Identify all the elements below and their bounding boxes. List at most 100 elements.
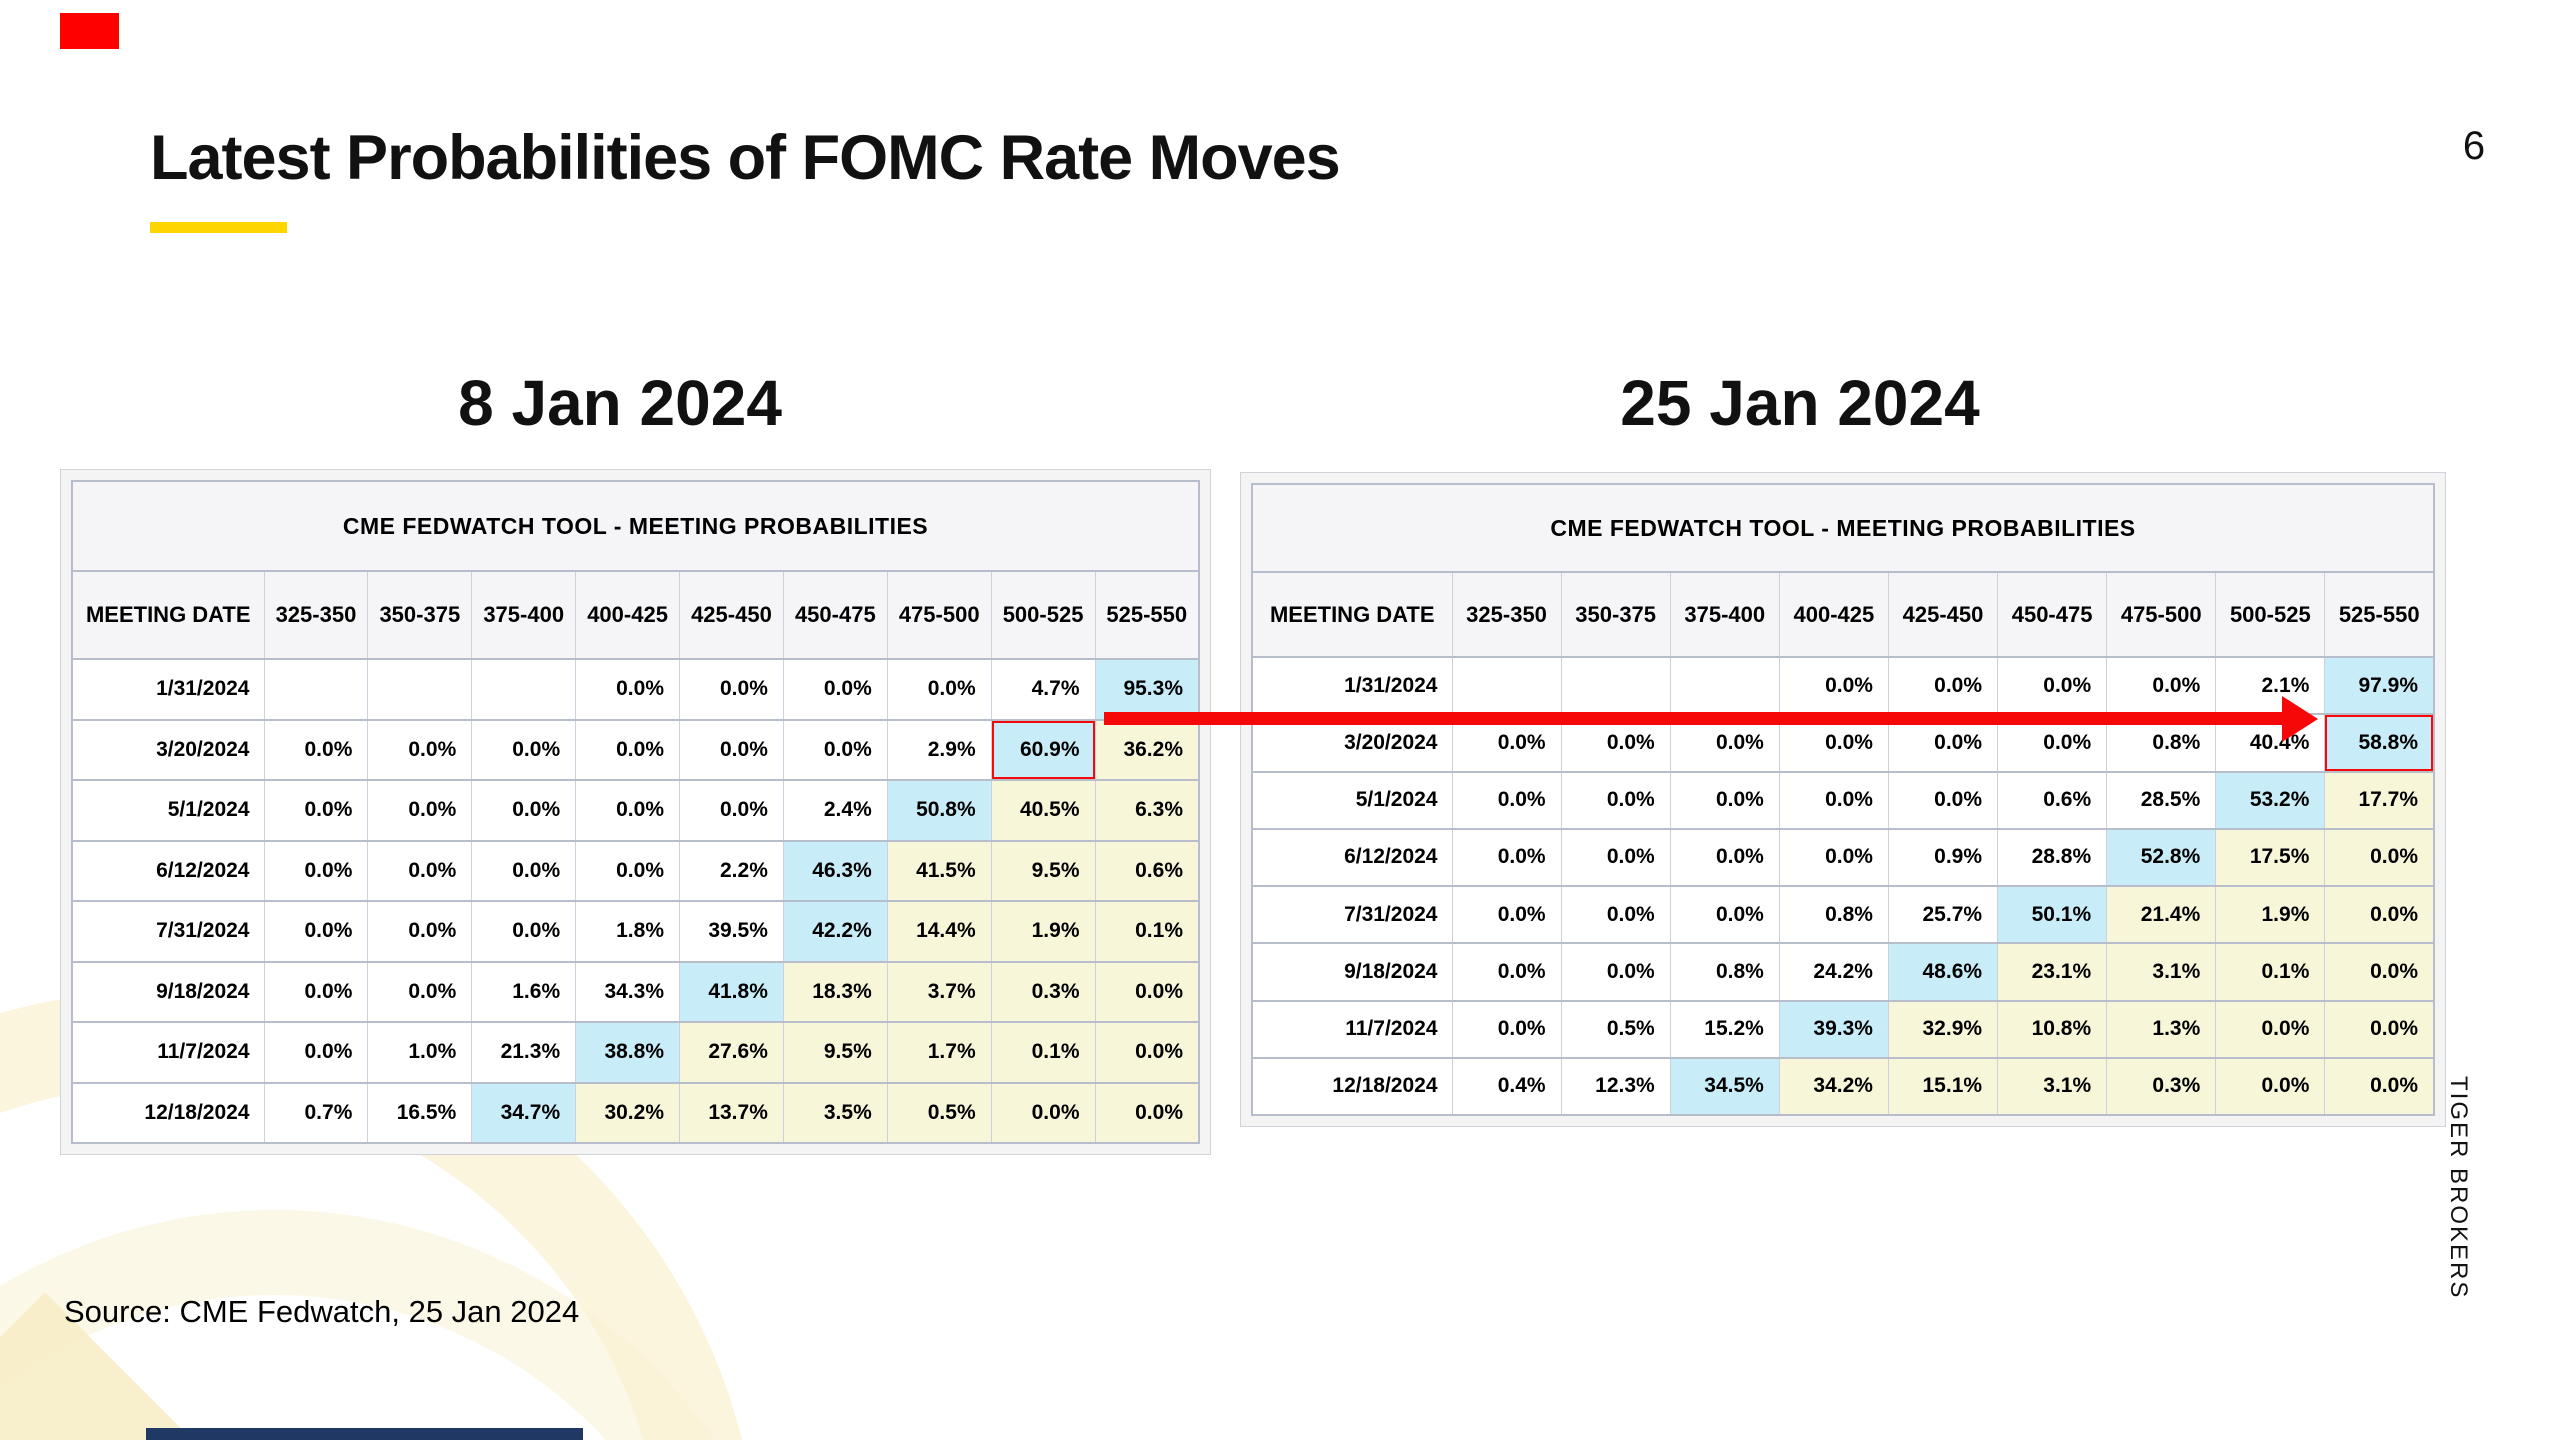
- column-header: 475-500: [886, 570, 992, 660]
- probability-cell: 2.9%: [886, 718, 992, 781]
- probability-cell: 0.0%: [886, 658, 992, 721]
- probability-cell: 0.0%: [263, 839, 369, 902]
- column-header: 500-525: [2215, 571, 2326, 658]
- column-header: 500-525: [990, 570, 1096, 660]
- probability-cell: 15.1%: [1887, 1056, 1999, 1117]
- probability-cell: 0.3%: [2106, 1056, 2217, 1117]
- probability-cell: 0.0%: [2215, 999, 2326, 1059]
- meeting-date-cell: 7/31/2024: [1251, 884, 1453, 945]
- probability-cell: 12.3%: [1560, 1056, 1671, 1117]
- probability-cell: 0.4%: [1451, 1056, 1562, 1117]
- footer-accent-bar: [146, 1428, 583, 1440]
- comparison-arrow-head: [2282, 696, 2318, 742]
- probability-cell: 1.9%: [2215, 884, 2326, 945]
- probability-cell: 0.0%: [367, 839, 473, 902]
- table-row: 12/18/2024 0.4% 12.3% 34.5% 34.2% 15.1% 3.1% 0.…: [1251, 1056, 2435, 1117]
- probability-cell: 0.0%: [2324, 1056, 2435, 1117]
- probability-cell: 0.0%: [471, 718, 577, 781]
- probability-cell: 2.4%: [782, 779, 888, 842]
- probability-cell: 0.9%: [1887, 827, 1999, 888]
- probability-cell: 0.0%: [367, 900, 473, 963]
- meeting-date-cell: 3/20/2024: [71, 718, 265, 781]
- probability-cell: 0.1%: [2215, 942, 2326, 1002]
- probability-cell: 40.5%: [990, 779, 1096, 842]
- probability-cell: 95.3%: [1094, 658, 1200, 721]
- probability-cell: 50.8%: [886, 779, 992, 842]
- table-row: 7/31/2024 0.0% 0.0% 0.0% 1.8% 39.5% 42.2% 14.4%…: [71, 900, 1200, 963]
- probability-cell: 0.0%: [1669, 884, 1780, 945]
- probability-cell: 0.5%: [886, 1081, 992, 1144]
- table-row: 3/20/2024 0.0% 0.0% 0.0% 0.0% 0.0% 0.0% 2.9% 60.…: [71, 718, 1200, 781]
- probability-cell: 0.0%: [2324, 827, 2435, 888]
- probability-cell: 0.8%: [1778, 884, 1889, 945]
- probability-cell: 0.0%: [679, 658, 784, 721]
- probability-cell: 3.5%: [782, 1081, 888, 1144]
- column-header: 525-550: [1094, 570, 1200, 660]
- probability-cell: 0.0%: [367, 718, 473, 781]
- probability-cell: 6.3%: [1094, 779, 1200, 842]
- column-header: 450-475: [782, 570, 888, 660]
- probability-cell: 42.2%: [782, 900, 888, 963]
- meeting-date-cell: 5/1/2024: [71, 779, 265, 842]
- table-header-row: MEETING DATE 325-350 350-375 375-400 400-425…: [71, 570, 1200, 660]
- probability-cell: 0.8%: [1669, 942, 1780, 1002]
- probability-cell: 0.6%: [1997, 770, 2108, 830]
- table-row: 6/12/2024 0.0% 0.0% 0.0% 0.0% 0.9% 28.8% 52.8% 1…: [1251, 827, 2435, 888]
- probability-cell: 4.7%: [990, 658, 1096, 721]
- probability-cell: 0.0%: [1451, 770, 1562, 830]
- probability-cell: 24.2%: [1778, 942, 1889, 1002]
- probability-cell: 97.9%: [2324, 655, 2435, 716]
- table-title: CME FEDWATCH TOOL - MEETING PROBABILITIE…: [1251, 483, 2435, 573]
- table-row: 9/18/2024 0.0% 0.0% 0.8% 24.2% 48.6% 23.1% 3.1%…: [1251, 942, 2435, 1002]
- fedwatch-table-8jan: CME FEDWATCH TOOL - MEETING PROBABILITIE…: [60, 469, 1211, 1155]
- probability-cell: 0.0%: [575, 718, 680, 781]
- meeting-date-cell: 9/18/2024: [1251, 942, 1453, 1002]
- fedwatch-table-25jan: CME FEDWATCH TOOL - MEETING PROBABILITIE…: [1240, 472, 2446, 1127]
- column-header: MEETING DATE: [1251, 571, 1453, 658]
- probability-cell: 16.5%: [367, 1081, 473, 1144]
- probability-cell: 41.5%: [886, 839, 992, 902]
- meeting-date-cell: 11/7/2024: [1251, 999, 1453, 1059]
- probability-cell: 34.2%: [1778, 1056, 1889, 1117]
- comparison-arrow-shaft: [1104, 712, 2286, 725]
- probability-cell: 1.3%: [2106, 999, 2217, 1059]
- probability-cell: 0.0%: [1451, 884, 1562, 945]
- probability-cell: 28.5%: [2106, 770, 2217, 830]
- probability-cell: 3.1%: [1997, 1056, 2108, 1117]
- column-header: 375-400: [1669, 571, 1780, 658]
- probability-cell: 27.6%: [679, 1021, 784, 1084]
- probability-cell: 60.9%: [990, 718, 1096, 781]
- column-header: 425-450: [679, 570, 784, 660]
- probability-cell: 9.5%: [782, 1021, 888, 1084]
- column-header: MEETING DATE: [71, 570, 265, 660]
- probability-cell: 10.8%: [1997, 999, 2108, 1059]
- table-row: 6/12/2024 0.0% 0.0% 0.0% 0.0% 2.2% 46.3% 41.5% 9…: [71, 839, 1200, 902]
- probability-cell: 1.6%: [471, 960, 577, 1023]
- probability-cell: 58.8%: [2324, 713, 2435, 773]
- probability-cell: 34.3%: [575, 960, 680, 1023]
- column-header: 475-500: [2106, 571, 2217, 658]
- table-title-row: CME FEDWATCH TOOL - MEETING PROBABILITIE…: [1251, 483, 2435, 573]
- probability-cell: 30.2%: [575, 1081, 680, 1144]
- probability-cell: 0.0%: [1560, 827, 1671, 888]
- probability-cell: 53.2%: [2215, 770, 2326, 830]
- probability-cell: 0.0%: [2106, 655, 2217, 716]
- probability-cell: 0.0%: [263, 718, 369, 781]
- probability-cell: 0.0%: [782, 718, 888, 781]
- probability-cell: 21.3%: [471, 1021, 577, 1084]
- probability-cell: 0.0%: [1669, 770, 1780, 830]
- probability-cell: 9.5%: [990, 839, 1096, 902]
- table-row: 11/7/2024 0.0% 1.0% 21.3% 38.8% 27.6% 9.5% 1.7%…: [71, 1021, 1200, 1084]
- probability-cell: 0.0%: [1451, 942, 1562, 1002]
- probability-cell: 14.4%: [886, 900, 992, 963]
- probability-cell: 34.5%: [1669, 1056, 1780, 1117]
- source-note: Source: CME Fedwatch, 25 Jan 2024: [64, 1294, 580, 1329]
- probability-cell: 0.0%: [1997, 655, 2108, 716]
- probability-cell: 0.0%: [263, 779, 369, 842]
- probability-cell: 0.0%: [990, 1081, 1096, 1144]
- column-header: 350-375: [1560, 571, 1671, 658]
- table-row: 5/1/2024 0.0% 0.0% 0.0% 0.0% 0.0% 0.6% 28.5% 53.…: [1251, 770, 2435, 830]
- page-title: Latest Probabilities of FOMC Rate Moves: [150, 123, 1341, 193]
- probability-cell: 23.1%: [1997, 942, 2108, 1002]
